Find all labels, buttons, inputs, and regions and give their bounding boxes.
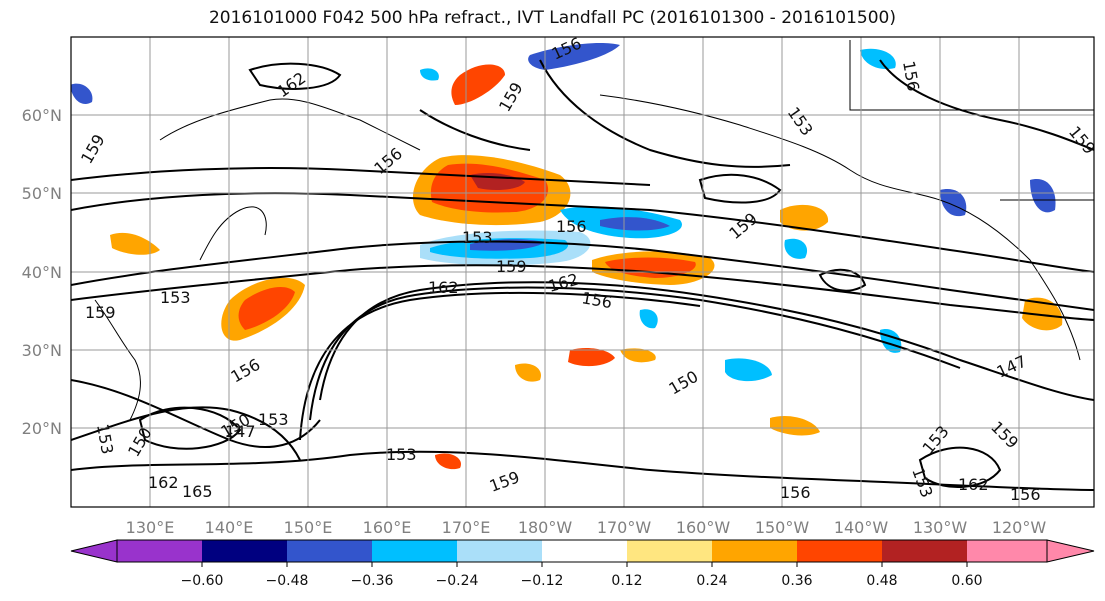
lon-tick-label: 130°E xyxy=(126,518,175,537)
colorbar-extend-low xyxy=(70,539,118,563)
lon-tick-label: 130°W xyxy=(913,518,968,537)
lon-tick-label: 160°W xyxy=(676,518,731,537)
colorbar-segment xyxy=(712,540,797,562)
lon-tick-label: 150°W xyxy=(755,518,810,537)
lat-tick-label: 40°N xyxy=(22,263,62,282)
lon-tick-label: 150°E xyxy=(284,518,333,537)
colorbar-segment xyxy=(627,540,712,562)
colorbar-segment xyxy=(117,540,202,562)
colorbar-tick-label: −0.12 xyxy=(521,573,564,589)
contour-label: 153 xyxy=(462,228,493,247)
colorbar-segment xyxy=(797,540,882,562)
lat-tick-label: 20°N xyxy=(22,419,62,438)
colorbar-tick-label: 0.12 xyxy=(611,573,642,589)
colorbar-tick-label: 0.24 xyxy=(696,573,727,589)
lon-tick-label: 160°E xyxy=(363,518,412,537)
gridlines xyxy=(71,37,1094,507)
colorbar-segment xyxy=(287,540,372,562)
colorbar-extend-high xyxy=(1046,539,1095,563)
contour-label: 147 xyxy=(225,422,256,441)
map-title: 2016101000 F042 500 hPa refract., IVT La… xyxy=(208,8,896,28)
lon-tick-label: 170°W xyxy=(597,518,652,537)
contour-label: 156 xyxy=(556,217,587,236)
colorbar-segment xyxy=(542,540,627,562)
contour-label: 159 xyxy=(496,257,527,276)
lon-tick-label: 120°W xyxy=(992,518,1047,537)
height-contours xyxy=(71,59,1094,491)
colorbar-tick-label: −0.48 xyxy=(266,573,309,589)
contour-label: 156 xyxy=(780,483,811,502)
contour-label: 159 xyxy=(85,303,116,322)
contour-label: 162 xyxy=(428,278,459,297)
lon-tick-label: 180°W xyxy=(518,518,573,537)
lat-tick-label: 60°N xyxy=(22,106,62,125)
contour-label: 162 xyxy=(958,475,989,494)
contour-label: 153 xyxy=(160,288,191,307)
lon-tick-label: 140°E xyxy=(205,518,254,537)
lon-axis: 130°E 140°E 150°E 160°E 170°E 180°W 170°… xyxy=(126,518,1047,537)
colorbar-tick-label: 0.36 xyxy=(781,573,812,589)
lat-tick-label: 30°N xyxy=(22,341,62,360)
contour-label: 162 xyxy=(148,473,179,492)
colorbar-tick-label: −0.24 xyxy=(436,573,479,589)
colorbar-tick-label: 0.48 xyxy=(866,573,897,589)
lat-axis: 60°N 50°N 40°N 30°N 20°N xyxy=(22,106,62,438)
map-panel: 162 159 156 153 153 159 162 156 162 156 … xyxy=(70,36,1095,508)
colorbar: −0.60 −0.48 −0.36 −0.24 −0.12 0.12 0.24 … xyxy=(70,539,1095,589)
contour-label: 153 xyxy=(258,410,289,429)
colorbar-segment xyxy=(372,540,457,562)
colorbar-tick-label: 0.60 xyxy=(951,573,982,589)
lat-tick-label: 50°N xyxy=(22,184,62,203)
contour-label: 156 xyxy=(1010,485,1041,504)
colorbar-tick-label: −0.36 xyxy=(351,573,394,589)
lon-tick-label: 140°W xyxy=(834,518,889,537)
contour-label: 153 xyxy=(386,445,417,464)
colorbar-tick-label: −0.60 xyxy=(181,573,224,589)
colorbar-segment xyxy=(882,540,967,562)
colorbar-segment xyxy=(202,540,287,562)
colorbar-segment xyxy=(457,540,542,562)
contour-label: 165 xyxy=(182,482,213,501)
colorbar-segment xyxy=(967,540,1047,562)
lon-tick-label: 170°E xyxy=(442,518,491,537)
